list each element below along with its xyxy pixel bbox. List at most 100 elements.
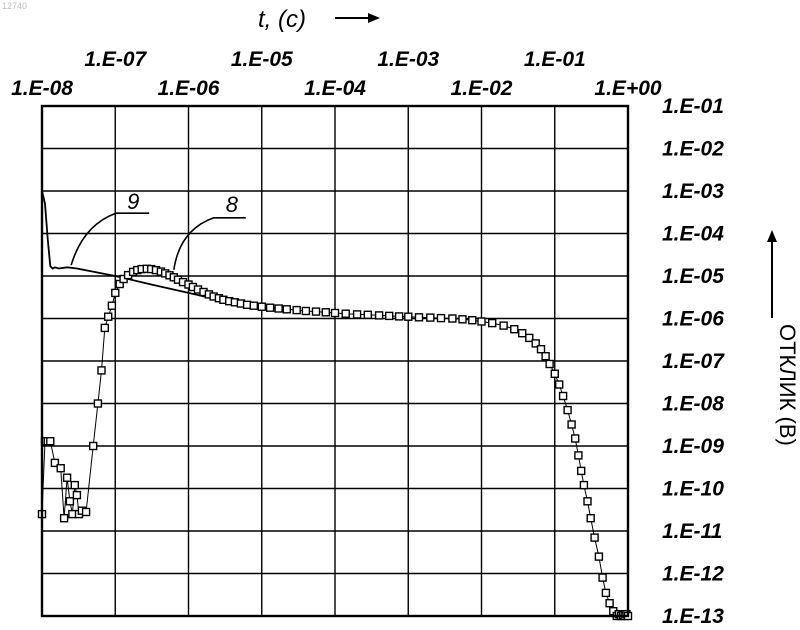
x-tick-labels-lower: 1.E-08 1.E-06 1.E-04 1.E-02 1.E+00 — [11, 77, 662, 100]
data-marker — [322, 309, 329, 316]
x-axis-title: t, (c) — [258, 6, 380, 33]
data-marker — [57, 465, 64, 472]
data-marker — [73, 492, 80, 499]
y-axis-title: ОТКЛИК (B) — [767, 230, 800, 446]
data-marker — [584, 498, 591, 505]
data-marker — [578, 467, 585, 474]
data-marker — [364, 311, 371, 318]
data-marker — [258, 303, 265, 310]
y-tick-label: 1.E-09 — [662, 435, 724, 458]
data-marker — [405, 313, 412, 320]
data-marker — [66, 498, 73, 505]
data-marker — [572, 435, 579, 442]
y-axis-title-text: ОТКЛИК (B) — [775, 324, 800, 446]
data-marker — [478, 318, 485, 325]
data-marker — [489, 320, 496, 327]
x-tick-label: 1.E-03 — [377, 48, 439, 71]
annotations: 98 — [71, 189, 246, 270]
data-marker — [542, 353, 549, 360]
data-marker — [61, 515, 68, 522]
x-tick-label: 1.E-08 — [11, 77, 73, 100]
x-tick-labels-upper: 1.E-07 1.E-05 1.E-03 1.E-01 — [84, 48, 585, 71]
data-marker — [556, 381, 563, 388]
data-marker — [71, 482, 78, 489]
y-tick-label: 1.E-07 — [662, 350, 725, 373]
data-marker — [599, 574, 606, 581]
y-tick-label: 1.E-02 — [662, 138, 724, 161]
y-tick-label: 1.E-06 — [662, 308, 724, 331]
data-marker — [551, 370, 558, 377]
annotation-label-8: 8 — [226, 192, 239, 217]
y-tick-label: 1.E-04 — [662, 223, 724, 246]
annotation-label-9: 9 — [127, 189, 139, 214]
data-marker — [108, 302, 115, 309]
data-marker — [313, 308, 320, 315]
data-marker — [342, 310, 349, 317]
data-marker — [94, 400, 101, 407]
data-marker — [606, 600, 613, 607]
y-tick-label: 1.E-08 — [662, 393, 724, 416]
x-axis-title-text: t, (c) — [258, 6, 306, 33]
x-tick-label: 1.E-06 — [158, 77, 220, 100]
data-marker — [354, 311, 361, 318]
data-marker — [580, 482, 587, 489]
data-marker — [98, 367, 105, 374]
data-marker — [546, 361, 553, 368]
data-marker — [244, 301, 251, 308]
annotation-leader-9 — [71, 213, 149, 265]
y-tick-label: 1.E-05 — [662, 265, 724, 288]
data-marker — [376, 312, 383, 319]
data-marker — [283, 306, 290, 313]
corner-label: 12740 — [2, 1, 27, 11]
data-marker — [564, 407, 571, 414]
data-marker — [427, 314, 434, 321]
data-marker — [602, 589, 609, 596]
y-tick-label: 1.E-03 — [662, 180, 724, 203]
data-marker — [396, 313, 403, 320]
data-marker — [568, 421, 575, 428]
data-marker — [332, 310, 339, 317]
data-marker — [250, 302, 257, 309]
data-marker — [560, 393, 567, 400]
x-tick-label: 1.E-04 — [304, 77, 366, 100]
data-marker — [267, 304, 274, 311]
y-tick-label: 1.E-10 — [662, 478, 724, 501]
data-marker — [83, 509, 90, 516]
data-marker — [587, 515, 594, 522]
data-marker — [575, 452, 582, 459]
x-tick-label: 1.E-01 — [524, 48, 586, 71]
data-marker — [511, 326, 518, 333]
x-tick-label: 1.E-07 — [84, 48, 147, 71]
data-marker — [105, 313, 112, 320]
y-tick-label: 1.E-01 — [662, 95, 724, 118]
x-tick-label: 1.E-02 — [451, 77, 513, 100]
data-marker — [500, 322, 507, 329]
grid — [42, 106, 628, 616]
data-marker — [519, 330, 526, 337]
annotation-leader-8 — [174, 218, 246, 270]
data-marker — [591, 534, 598, 541]
data-marker — [459, 316, 466, 323]
data-marker — [438, 315, 445, 322]
x-tick-label: 1.E-05 — [231, 48, 293, 71]
y-tick-label: 1.E-12 — [662, 563, 724, 586]
data-marker — [416, 314, 423, 321]
data-marker — [64, 474, 71, 481]
data-marker — [469, 317, 476, 324]
data-marker — [275, 305, 282, 312]
data-marker — [90, 443, 97, 450]
data-marker — [293, 307, 300, 314]
y-tick-label: 1.E-13 — [662, 605, 724, 628]
x-tick-label: 1.E+00 — [594, 77, 661, 100]
data-marker — [538, 346, 545, 353]
y-tick-label: 1.E-11 — [662, 520, 722, 543]
data-marker — [302, 308, 309, 315]
data-marker — [595, 553, 602, 560]
y-tick-labels: 1.E-01 1.E-02 1.E-03 1.E-04 1.E-05 1.E-06 1.E-… — [662, 95, 725, 628]
data-marker — [449, 315, 456, 322]
data-marker — [101, 324, 108, 331]
data-marker — [112, 289, 119, 296]
data-marker — [47, 438, 54, 445]
data-marker — [386, 312, 393, 319]
